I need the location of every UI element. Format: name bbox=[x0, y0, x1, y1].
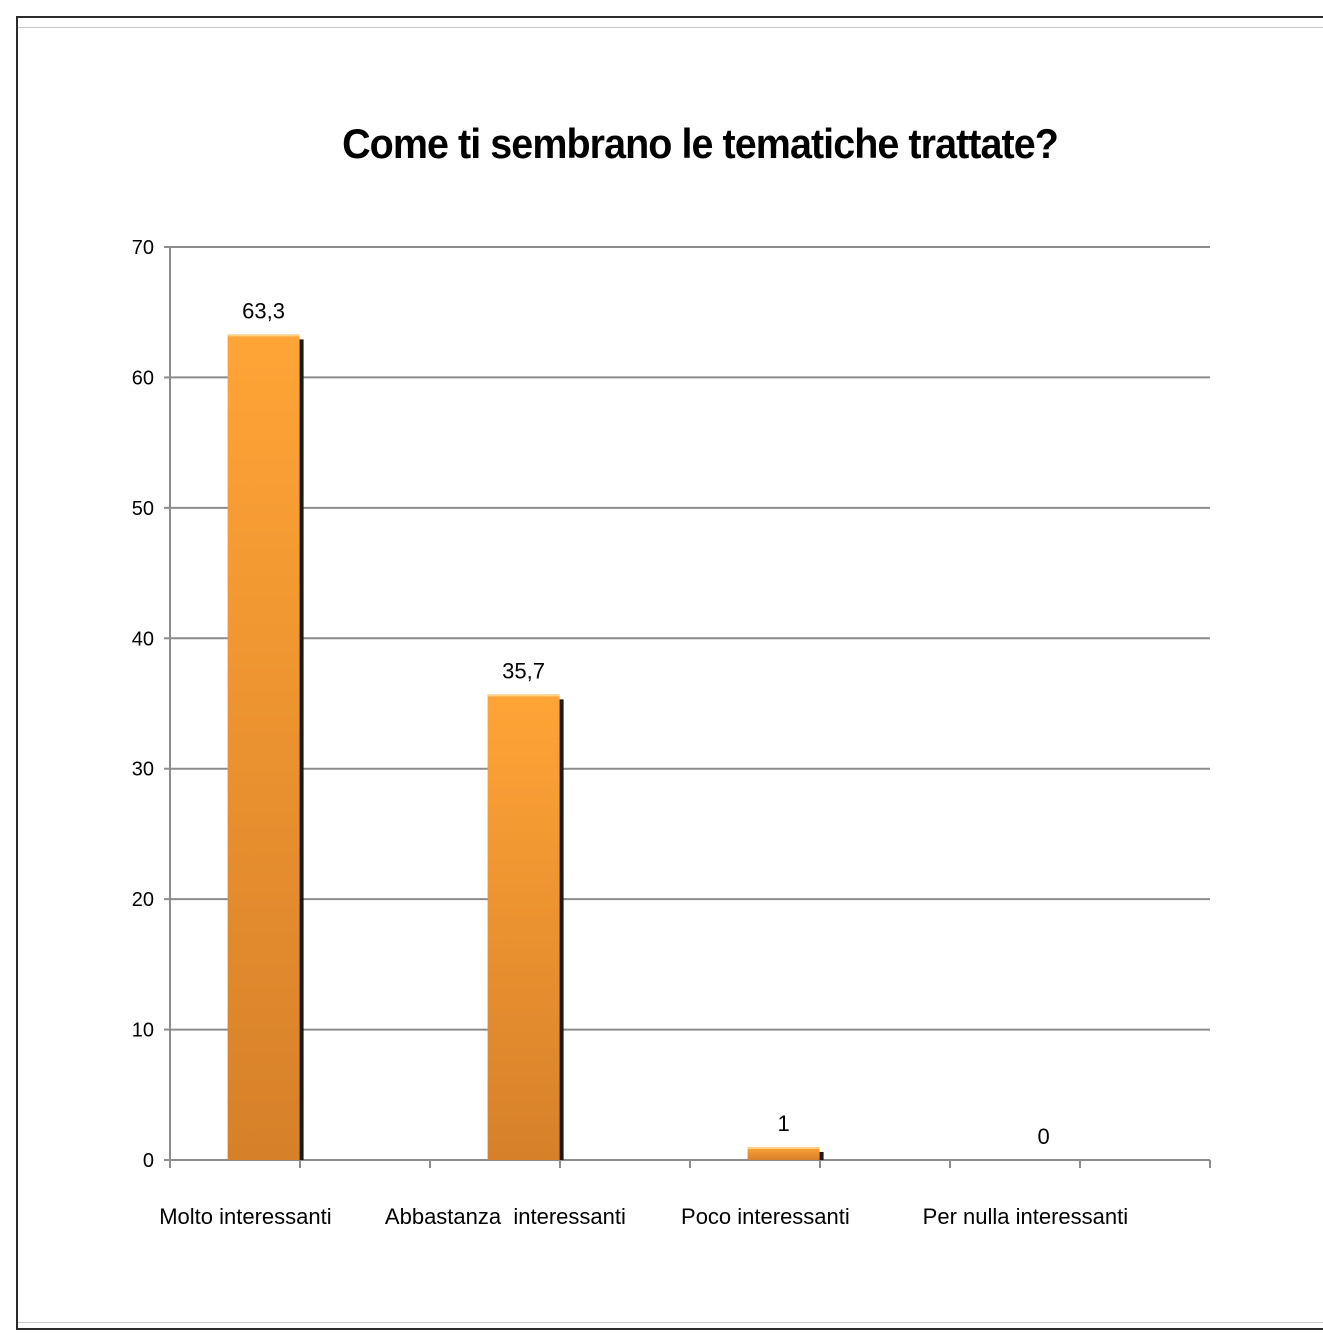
frame-bottom-rule bbox=[18, 1322, 1323, 1323]
bar-highlight bbox=[487, 694, 560, 697]
y-tick-label: 70 bbox=[132, 237, 154, 259]
gridlines bbox=[170, 246, 1210, 1031]
y-tick-label: 20 bbox=[132, 889, 154, 911]
y-tick-label: 0 bbox=[143, 1150, 154, 1172]
y-tick-label: 30 bbox=[132, 759, 154, 781]
bars bbox=[227, 334, 824, 1160]
y-tick-label: 60 bbox=[132, 367, 154, 389]
bar bbox=[227, 334, 300, 1160]
axes bbox=[164, 246, 1211, 1168]
bar bbox=[487, 694, 560, 1160]
data-label: 63,3 bbox=[242, 298, 285, 323]
frame-top-rule bbox=[18, 27, 1323, 28]
bar-highlight bbox=[747, 1146, 820, 1149]
data-label: 35,7 bbox=[502, 658, 545, 683]
y-tick-label: 40 bbox=[132, 628, 154, 650]
y-tick-label: 10 bbox=[132, 1020, 154, 1042]
bar bbox=[747, 1146, 820, 1160]
category-label: Abbastanza interessanti bbox=[385, 1204, 626, 1229]
category-label: Per nulla interessanti bbox=[923, 1204, 1128, 1229]
data-label: 1 bbox=[777, 1111, 789, 1136]
category-label: Molto interessanti bbox=[159, 1204, 331, 1229]
y-tick-label: 50 bbox=[132, 498, 154, 520]
data-label: 0 bbox=[1037, 1124, 1049, 1149]
bar-highlight bbox=[227, 334, 300, 337]
chart-title: Come ti sembrano le tematiche trattate? bbox=[342, 120, 1059, 167]
category-label: Poco interessanti bbox=[681, 1204, 850, 1229]
